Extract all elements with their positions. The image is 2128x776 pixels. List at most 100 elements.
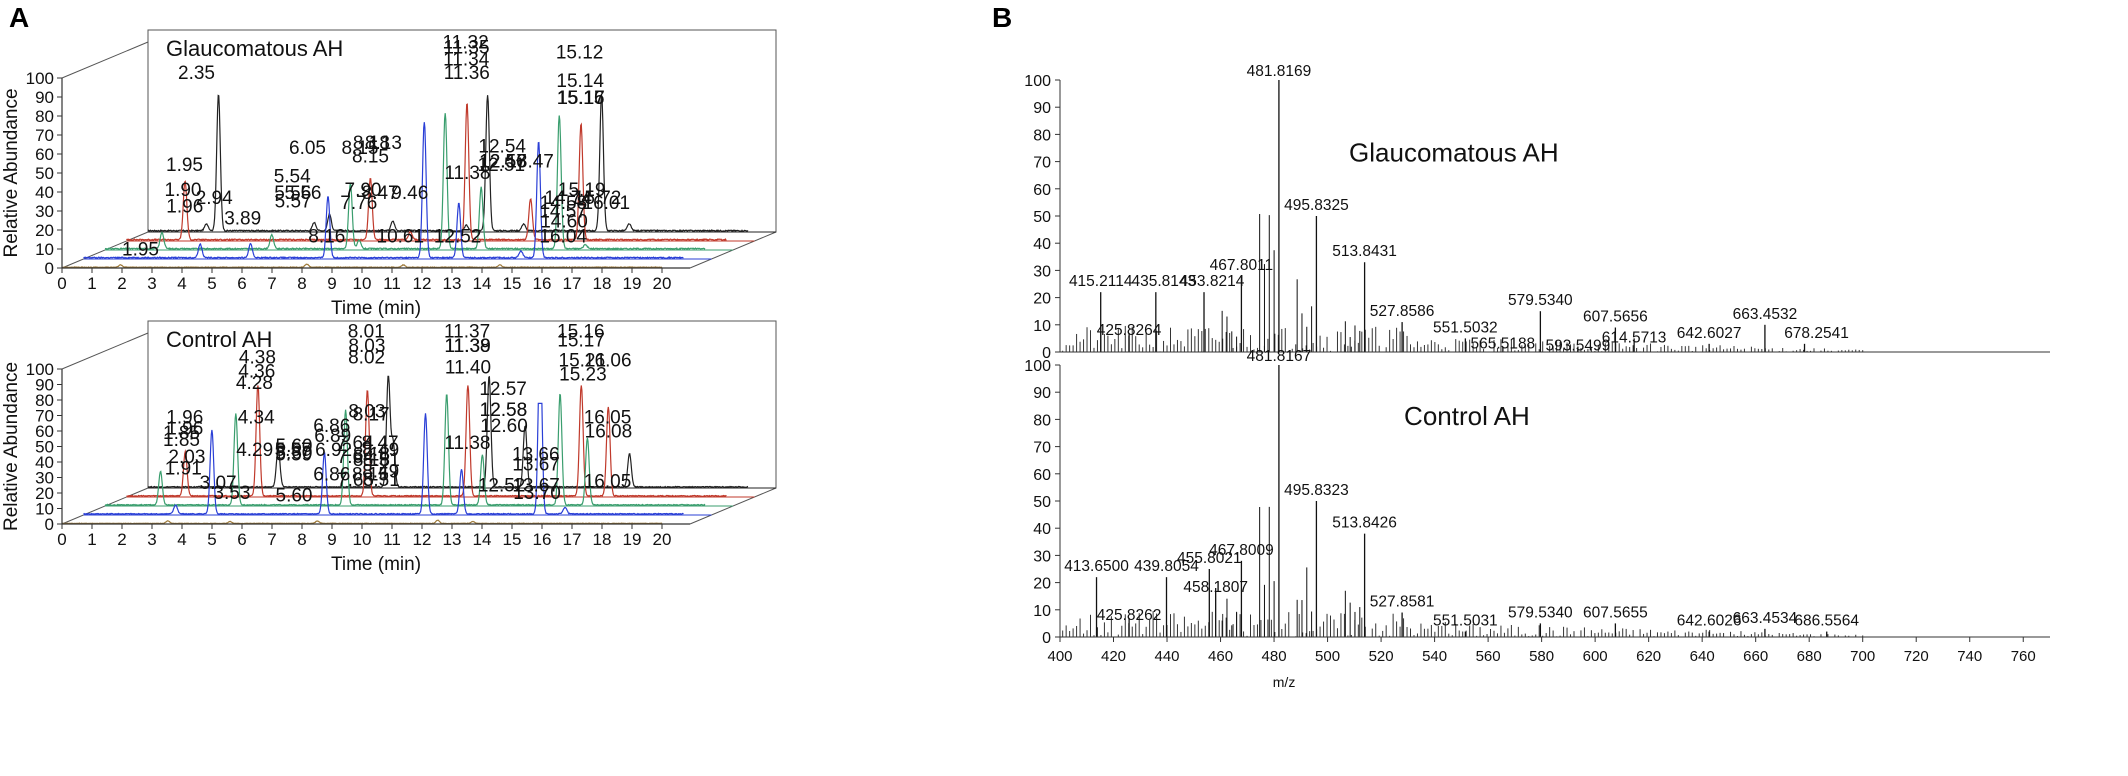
- y-tick-label: 70: [1033, 155, 1051, 172]
- x-tick-label: 7: [267, 530, 276, 549]
- y-tick-label: 10: [1033, 318, 1051, 335]
- x-tick-label: 4: [177, 274, 186, 293]
- x-tick-label: 580: [1529, 648, 1554, 665]
- peak-label: 11.38: [444, 433, 490, 454]
- peak-label: 1.95: [166, 155, 203, 176]
- peak-label: 642.6026: [1677, 613, 1742, 630]
- peak-label: 1.85: [163, 423, 200, 444]
- y-tick-label: 70: [1033, 440, 1051, 457]
- peak-label: 4.34: [238, 407, 275, 428]
- y-tick-label: 0: [45, 515, 54, 534]
- y-tick-label: 20: [1033, 576, 1051, 593]
- x-tick-label: 6: [237, 274, 246, 293]
- y-tick-label: 50: [1033, 494, 1051, 511]
- peak-label: 579.5340: [1508, 292, 1573, 309]
- y-tick-label: 90: [1033, 385, 1051, 402]
- y-tick-label: 80: [1033, 412, 1051, 429]
- peak-label: 1.96: [166, 197, 203, 218]
- x-tick-label: 13: [443, 530, 462, 549]
- peak-label: 593.5499: [1546, 338, 1611, 355]
- peak-label: 8.15: [352, 464, 389, 485]
- peak-label: 3.53: [213, 483, 250, 504]
- peak-label: 11.35: [443, 38, 489, 59]
- x-tick-label: 20: [653, 530, 672, 549]
- peak-label: 5.60: [276, 443, 313, 464]
- x-tick-label: 9: [327, 274, 336, 293]
- x-tick-label: 420: [1101, 648, 1126, 665]
- x-tick-label: 660: [1743, 648, 1768, 665]
- peak-label: 8.15: [352, 146, 389, 167]
- peak-label: 686.5564: [1794, 613, 1859, 630]
- peak-label: 7.64: [337, 447, 374, 468]
- peak-label: 16.04: [539, 226, 587, 247]
- peak-label: 8.49: [362, 440, 399, 461]
- y-tick-label: 0: [1042, 630, 1051, 647]
- x-tick-label: 9: [327, 530, 336, 549]
- peak-label: 8.51: [363, 450, 400, 471]
- peak-label: 15.16: [557, 322, 605, 343]
- peak-label: 481.8167: [1247, 348, 1312, 365]
- peak-label: 16.06: [584, 350, 632, 371]
- peak-label: 8.16: [308, 226, 345, 247]
- x-tick-label: 18: [593, 530, 612, 549]
- y-tick-label: 0: [1042, 345, 1051, 362]
- x-tick-label: 14: [473, 530, 492, 549]
- y-tick-label: 100: [26, 360, 54, 379]
- peak-label: 13.67: [512, 476, 560, 497]
- peak-label: 8.13: [365, 133, 402, 154]
- peak-label: 14.58: [540, 193, 588, 214]
- x-tick-label: 3: [147, 530, 156, 549]
- x-tick-label: 2: [117, 530, 126, 549]
- y-tick-label: 20: [35, 484, 54, 503]
- peak-label: 15.17: [557, 330, 605, 351]
- trace-green: [104, 393, 706, 507]
- x-tick-label: 640: [1690, 648, 1715, 665]
- peak-label: 8.47: [362, 433, 399, 454]
- x-tick-label: 10: [353, 530, 372, 549]
- x-tick-label: 16: [533, 530, 552, 549]
- y-tick-label: 70: [35, 407, 54, 426]
- y-tick-label: 90: [35, 88, 54, 107]
- peak-label: 11.38: [444, 336, 490, 357]
- peak-label: 5.54: [274, 166, 311, 187]
- peak-label: 7.90: [345, 180, 382, 201]
- peak-label: 1.91: [165, 459, 202, 480]
- y-axis-label: Relative Abundance: [1, 88, 22, 257]
- y-tick-label: 70: [35, 126, 54, 145]
- peak-label: 6.86: [313, 416, 350, 437]
- x-tick-label: 0: [57, 274, 66, 293]
- peak-label: 16.05: [584, 407, 632, 428]
- x-tick-label: 15: [503, 274, 522, 293]
- peak-label: 527.8586: [1370, 303, 1435, 320]
- peak-label: 4.36: [238, 362, 275, 383]
- peak-label: 642.6027: [1677, 325, 1742, 342]
- panel-label-a: A: [9, 2, 30, 33]
- peak-label: 7.64: [337, 433, 374, 454]
- x-tick-label: 760: [2011, 648, 2036, 665]
- x-axis-label: Time (min): [331, 554, 421, 575]
- peak-label: 14.74: [544, 188, 592, 209]
- peak-label: 16.01: [583, 193, 631, 214]
- peak-label: 16.05: [584, 471, 632, 492]
- y-tick-label: 60: [35, 145, 54, 164]
- y-tick-label: 20: [1033, 291, 1051, 308]
- peak-label: 8.18: [353, 450, 390, 471]
- x-tick-label: 12: [413, 274, 432, 293]
- peak-label: 4.28: [236, 373, 273, 394]
- panel-label-b: B: [992, 2, 1013, 33]
- x-tick-label: 440: [1155, 648, 1180, 665]
- peak-label: 8.51: [363, 470, 400, 491]
- peak-label: 8.01: [348, 322, 385, 343]
- x-tick-label: 3: [147, 274, 156, 293]
- x-tick-label: 5: [207, 274, 216, 293]
- peak-label: 12.58: [480, 400, 528, 421]
- x-tick-label: 680: [1797, 648, 1822, 665]
- peak-label: 607.5656: [1583, 309, 1648, 326]
- x-tick-label: 400: [1047, 648, 1072, 665]
- peak-label: 12.56: [479, 151, 527, 172]
- x-tick-label: 19: [623, 530, 642, 549]
- peak-label: 8.17: [353, 404, 390, 425]
- trace-olive: [61, 263, 663, 269]
- peak-label: 1.85: [163, 430, 200, 451]
